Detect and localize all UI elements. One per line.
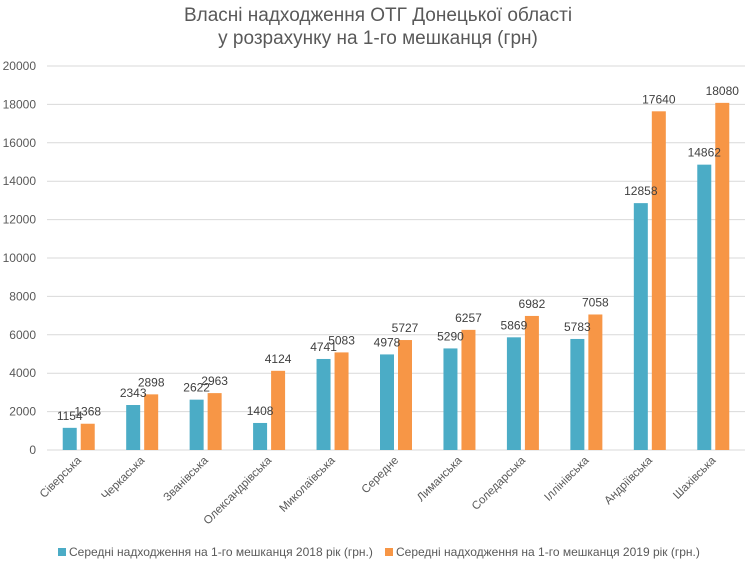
chart-title-line-1: Власні надходження ОТГ Донецької області	[184, 5, 572, 26]
y-tick-label: 8000	[9, 289, 36, 303]
chart-title-line-2: у розрахунку на 1-го мешканця (грн)	[218, 28, 538, 49]
bar-2019	[334, 352, 349, 450]
category-label: Олександрівська	[202, 454, 275, 527]
y-tick-label: 4000	[9, 366, 36, 380]
bar-2019	[524, 315, 539, 450]
y-tick-label: 0	[29, 443, 36, 457]
legend-label-2018: Середні надходження на 1-го мешканця 201…	[69, 545, 373, 559]
data-label: 5727	[392, 321, 419, 335]
data-label: 6982	[519, 297, 546, 311]
bar-2019	[80, 423, 95, 450]
data-label: 2963	[201, 374, 228, 388]
category-label: Соледарська	[470, 454, 529, 513]
y-tick-label: 20000	[3, 59, 37, 73]
y-tick-label: 16000	[3, 136, 37, 150]
bar-2018	[506, 337, 521, 450]
bar-2019	[398, 340, 412, 450]
bar-2018	[633, 203, 648, 450]
legend-label-2019: Середні надходження на 1-го мешканця 201…	[396, 545, 700, 559]
data-label: 5083	[328, 333, 355, 347]
category-label: Шахівська	[671, 454, 719, 502]
data-label: 1368	[74, 405, 101, 419]
category-label: Лиманська	[415, 454, 465, 504]
bar-2018	[316, 358, 331, 450]
data-label: 14862	[688, 146, 722, 160]
data-label: 2622	[183, 381, 210, 395]
data-label: 4741	[310, 340, 337, 354]
bar-2019	[271, 370, 286, 450]
bar-2018	[697, 164, 712, 450]
bars	[62, 102, 730, 450]
category-label: Іллінівська	[542, 454, 592, 504]
bar-2019	[588, 314, 603, 450]
bar-2018	[443, 348, 458, 450]
data-label: 7058	[582, 295, 609, 309]
data-label: 5783	[564, 320, 591, 334]
data-label: 5290	[437, 329, 464, 343]
legend: Середні надходження на 1-го мешканця 201…	[58, 545, 700, 559]
data-label: 18080	[706, 84, 740, 98]
category-label: Черкаська	[100, 454, 148, 502]
bar-2019	[461, 329, 476, 450]
y-tick-label: 14000	[3, 174, 37, 188]
bar-2018	[62, 427, 77, 450]
legend-swatch-2018	[58, 548, 66, 556]
bar-2019	[144, 394, 159, 450]
data-label: 1408	[247, 404, 274, 418]
data-label: 5869	[501, 318, 528, 332]
y-axis-ticks: 0 2000 4000 6000 8000 10000 12000 14000 16000 180…	[3, 59, 37, 457]
data-label: 12858	[624, 184, 658, 198]
y-tick-label: 6000	[9, 328, 36, 342]
bar-2018	[189, 399, 204, 450]
data-label: 4978	[374, 335, 401, 349]
bar-2019	[715, 102, 730, 450]
y-tick-label: 10000	[3, 251, 37, 265]
data-label: 4124	[265, 352, 292, 366]
category-label: Званівська	[162, 454, 212, 504]
legend-swatch-2019	[385, 548, 393, 556]
grid-lines	[47, 65, 745, 451]
data-label: 1154	[57, 409, 83, 423]
data-label: 2898	[138, 375, 165, 389]
bar-2018	[253, 422, 268, 450]
category-label: Миколаївська	[278, 454, 339, 515]
bar-2019	[651, 111, 666, 450]
bar-2019	[207, 393, 222, 450]
category-label: Середне	[360, 455, 402, 497]
y-tick-label: 2000	[9, 405, 36, 419]
data-label: 2343	[120, 386, 147, 400]
data-label: 17640	[642, 92, 676, 106]
category-labels: Сіверська Черкаська ЗванівськаОлександрівс…	[38, 454, 719, 527]
y-tick-label: 12000	[3, 213, 37, 227]
y-tick-label: 18000	[3, 97, 37, 111]
category-label: Андріївська	[602, 454, 655, 507]
data-label: 6257	[455, 311, 482, 325]
bar-2018	[570, 338, 585, 450]
bar-2018	[126, 405, 141, 450]
bar-2018	[380, 354, 394, 450]
category-label: Сіверська	[38, 454, 84, 500]
